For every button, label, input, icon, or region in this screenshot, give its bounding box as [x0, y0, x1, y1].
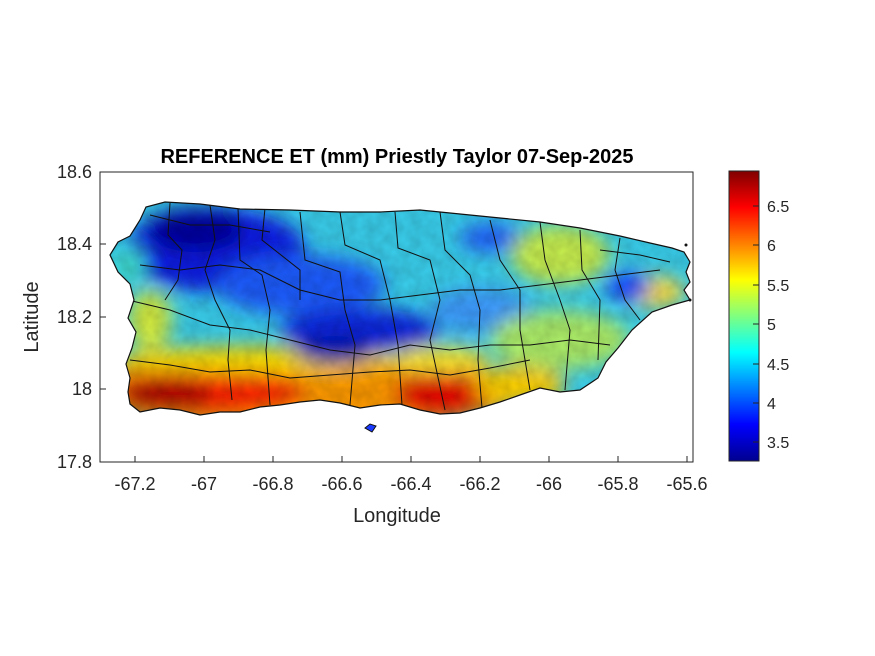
municipal-borders [127, 202, 671, 411]
x-tick-label: -67.2 [114, 474, 155, 494]
x-axis [134, 456, 688, 462]
x-tick-label: -66.2 [459, 474, 500, 494]
colorbar-scale [728, 170, 760, 462]
y-tick-label: 18.2 [57, 307, 92, 327]
y-axis-title: Latitude [21, 281, 43, 352]
plot-title: REFERENCE ET (mm) Priestly Taylor 07-Sep… [160, 146, 633, 168]
x-tick-label: -65.6 [666, 474, 707, 494]
island-caja-de-muertos [364, 423, 377, 433]
colorbar-tick-label: 5 [767, 317, 776, 334]
island-dot [684, 243, 688, 247]
y-tick-label: 18.4 [57, 234, 92, 254]
y-tick-label: 18.6 [57, 162, 92, 182]
colorbar-tick-label: 4 [767, 396, 776, 413]
et-heatmap [110, 202, 690, 415]
colorbar-tick-label: 6 [767, 238, 776, 255]
colorbar-tick-label: 4.5 [767, 357, 789, 374]
colorbar-tick-label: 3.5 [767, 435, 789, 452]
colorbar: 6.5 6 5.5 5 4.5 4 3.5 [728, 170, 789, 462]
x-axis-title: Longitude [353, 505, 441, 527]
colorbar-tick-label: 6.5 [767, 199, 789, 216]
y-tick-label: 17.8 [57, 452, 92, 472]
coastline [109, 201, 691, 416]
x-tick-labels: -67.2 -67 -66.8 -66.6 -66.4 -66.2 -66 -6… [114, 474, 707, 494]
island-dot [688, 298, 692, 302]
y-tick-label: 18 [72, 379, 92, 399]
colorbar-tick-label: 5.5 [767, 278, 789, 295]
x-tick-label: -67 [191, 474, 217, 494]
x-tick-label: -66.6 [321, 474, 362, 494]
x-tick-label: -66 [536, 474, 562, 494]
x-tick-label: -66.4 [390, 474, 431, 494]
x-tick-label: -66.8 [252, 474, 293, 494]
y-axis [100, 171, 106, 463]
x-tick-label: -65.8 [597, 474, 638, 494]
y-tick-labels: 18.6 18.4 18.2 18 17.8 [57, 162, 92, 472]
